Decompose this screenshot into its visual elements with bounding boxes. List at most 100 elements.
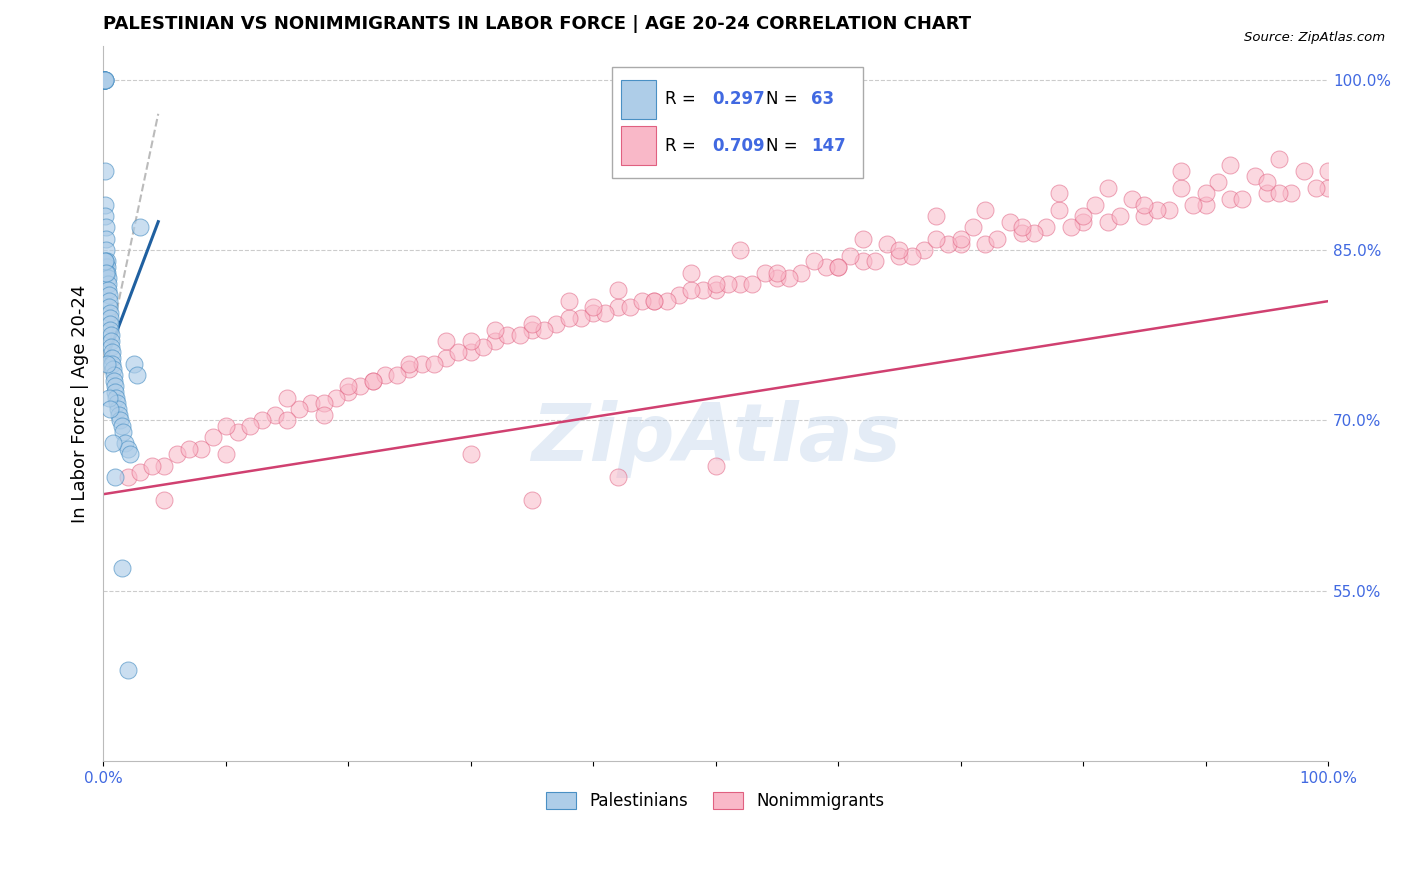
Point [226, 425, 249, 439]
Text: ZipAtlas: ZipAtlas [530, 401, 901, 478]
Point [177, 442, 200, 456]
Point [1133, 209, 1156, 223]
Point [949, 237, 972, 252]
Point [94, 254, 117, 268]
Point [790, 266, 813, 280]
Point [1024, 226, 1046, 240]
Point [214, 447, 236, 461]
Point [925, 209, 948, 223]
Point [520, 317, 543, 331]
Point [117, 663, 139, 677]
Point [717, 277, 740, 292]
Point [263, 408, 285, 422]
Point [202, 430, 225, 444]
Point [1170, 163, 1192, 178]
Point [93, 72, 115, 87]
Point [925, 232, 948, 246]
Point [827, 260, 849, 274]
Point [1060, 220, 1083, 235]
Point [104, 384, 127, 399]
Point [741, 277, 763, 292]
Point [962, 220, 984, 235]
Text: Source: ZipAtlas.com: Source: ZipAtlas.com [1244, 31, 1385, 45]
Point [104, 470, 127, 484]
Point [1097, 215, 1119, 229]
Point [94, 209, 117, 223]
Point [631, 294, 654, 309]
Point [98, 300, 121, 314]
Point [595, 305, 617, 319]
Point [98, 305, 121, 319]
Point [1268, 186, 1291, 201]
Point [1243, 169, 1265, 184]
Point [434, 334, 457, 348]
Point [606, 470, 628, 484]
Point [643, 294, 665, 309]
Point [385, 368, 408, 382]
Point [1121, 192, 1143, 206]
Point [141, 458, 163, 473]
Point [582, 300, 605, 314]
Point [108, 408, 131, 422]
Point [93, 254, 115, 268]
Point [337, 384, 360, 399]
Point [104, 391, 127, 405]
Point [423, 357, 446, 371]
Point [94, 163, 117, 178]
Point [1097, 180, 1119, 194]
Point [949, 232, 972, 246]
Point [114, 436, 136, 450]
Point [863, 254, 886, 268]
Point [766, 266, 789, 280]
Point [110, 561, 132, 575]
Point [98, 317, 121, 331]
Point [97, 271, 120, 285]
Point [190, 442, 212, 456]
Text: 0.297: 0.297 [711, 90, 765, 108]
Point [103, 374, 125, 388]
Text: 63: 63 [811, 90, 834, 108]
Point [153, 458, 176, 473]
Point [101, 351, 124, 365]
Point [97, 391, 120, 405]
Point [766, 271, 789, 285]
Point [100, 402, 122, 417]
Point [852, 254, 875, 268]
Point [100, 328, 122, 343]
Point [998, 215, 1021, 229]
Point [111, 425, 134, 439]
Point [1317, 163, 1340, 178]
Point [681, 283, 703, 297]
Point [704, 458, 727, 473]
Bar [621, 126, 655, 166]
Point [1146, 203, 1168, 218]
Point [1256, 186, 1278, 201]
Point [100, 340, 122, 354]
FancyBboxPatch shape [612, 67, 863, 178]
Point [398, 362, 420, 376]
Point [557, 294, 579, 309]
Point [692, 283, 714, 297]
Point [1182, 197, 1205, 211]
Point [460, 447, 482, 461]
Point [1047, 186, 1070, 201]
Point [120, 447, 142, 461]
Point [1047, 203, 1070, 218]
Point [98, 294, 121, 309]
Point [96, 260, 118, 274]
Point [94, 220, 117, 235]
Point [814, 260, 837, 274]
Point [117, 470, 139, 484]
Point [96, 357, 118, 371]
Point [582, 305, 605, 319]
Point [128, 465, 150, 479]
Point [839, 249, 862, 263]
Point [337, 379, 360, 393]
Point [655, 294, 678, 309]
Point [1268, 153, 1291, 167]
Point [520, 492, 543, 507]
Point [97, 277, 120, 292]
Point [986, 232, 1008, 246]
Point [96, 254, 118, 268]
Point [153, 492, 176, 507]
